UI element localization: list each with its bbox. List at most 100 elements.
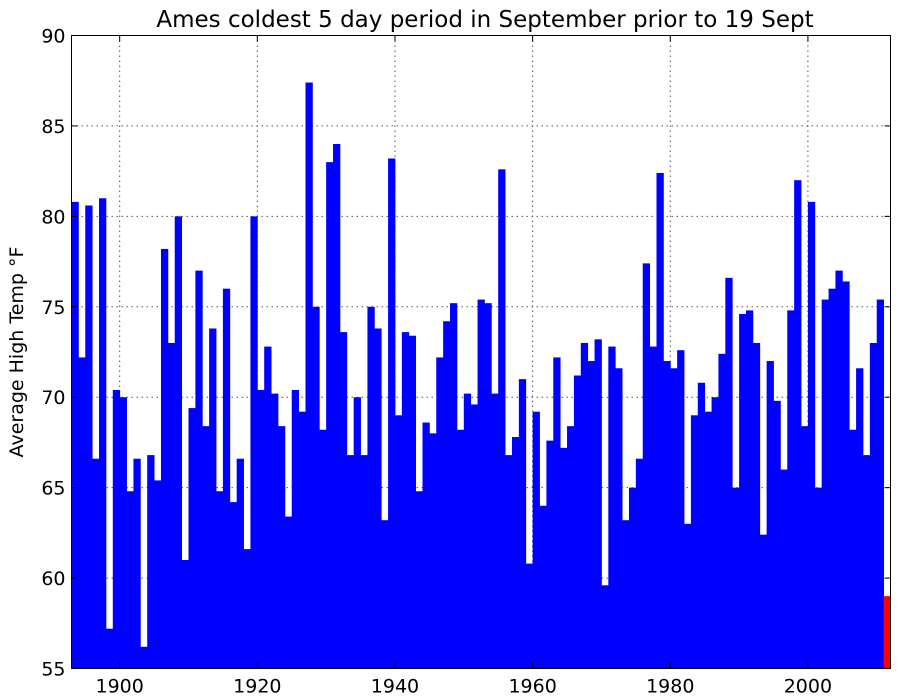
bars — [71, 82, 891, 669]
bar-2000 — [807, 201, 816, 669]
bar-1991 — [745, 310, 754, 669]
bar-1919 — [250, 216, 258, 669]
bar-1949 — [456, 429, 465, 669]
x-tick-label: 2000 — [784, 676, 832, 698]
bar-1930 — [326, 162, 334, 669]
x-tick-label: 1980 — [646, 676, 694, 698]
axis-ticks — [71, 35, 891, 669]
y-tick-label: 55 — [41, 659, 65, 681]
bar-1909 — [181, 559, 189, 669]
bar-1974 — [628, 487, 637, 669]
bar-1970 — [601, 585, 609, 669]
bar-1976 — [642, 263, 651, 669]
x-tick-label: 1940 — [371, 676, 419, 698]
bar-1962 — [546, 440, 554, 669]
bar-1960 — [532, 411, 540, 669]
bar-1998 — [794, 180, 802, 669]
bar-1968 — [587, 361, 595, 669]
bar-1916 — [229, 502, 238, 669]
bar-1955 — [498, 169, 506, 669]
y-tick-label: 75 — [41, 297, 65, 319]
bar-1920 — [257, 389, 265, 669]
bar-1912 — [202, 426, 210, 669]
bar-1993 — [759, 534, 768, 669]
bar-2007 — [856, 368, 864, 669]
y-tick-label: 90 — [41, 26, 65, 48]
bar-1923 — [277, 426, 286, 669]
bar-1921 — [264, 346, 272, 669]
bar-1926 — [298, 411, 306, 669]
bar-1965 — [567, 426, 575, 669]
bar-1907 — [167, 342, 176, 669]
bar-1942 — [408, 335, 417, 669]
y-tick-label: 80 — [41, 206, 65, 228]
bar-1933 — [346, 455, 355, 669]
bar-1925 — [291, 389, 300, 669]
bar-1903 — [140, 646, 148, 669]
bar-1922 — [271, 393, 279, 669]
bar-1915 — [222, 288, 231, 669]
bar-1936 — [367, 306, 375, 669]
bar-2001 — [814, 487, 823, 669]
y-tick-label: 85 — [41, 116, 65, 138]
bar-1927 — [305, 82, 313, 669]
bar-1931 — [333, 144, 341, 669]
bar-1981 — [677, 350, 685, 669]
bar-1898 — [105, 628, 114, 669]
bar-1939 — [388, 158, 396, 669]
bar-1967 — [580, 342, 589, 669]
bar-1990 — [739, 314, 747, 669]
bar-1971 — [608, 346, 616, 669]
bar-2004 — [835, 270, 843, 669]
bar-1947 — [443, 321, 451, 669]
y-tick-label: 65 — [41, 478, 65, 500]
bar-1995 — [773, 400, 781, 669]
bar-2011 — [883, 596, 891, 669]
bar-1951 — [470, 404, 478, 669]
bar-1945 — [429, 433, 437, 669]
x-tick-label: 1960 — [508, 676, 556, 698]
tick-labels: 55 60 65 70 75 80 85 90 1900 1920 1940 1960 1980 2000 — [41, 26, 832, 698]
bar-1961 — [539, 505, 547, 669]
bar-1986 — [711, 397, 719, 669]
x-tick-label: 1920 — [233, 676, 281, 698]
bar-1956 — [505, 455, 513, 669]
bar-1952 — [477, 299, 485, 669]
bar-1969 — [594, 339, 602, 669]
bar-1937 — [374, 328, 382, 669]
bar-1973 — [622, 520, 630, 669]
bar-1905 — [154, 480, 162, 669]
bar-1985 — [704, 411, 712, 669]
bar-1954 — [491, 393, 499, 669]
bar-1935 — [360, 455, 368, 669]
bar-1929 — [319, 429, 327, 669]
bar-1894 — [78, 357, 86, 669]
bar-1896 — [92, 458, 100, 669]
bar-1932 — [339, 332, 348, 669]
bar-1906 — [160, 248, 169, 669]
bar-1988 — [725, 277, 733, 669]
bar-1895 — [85, 205, 93, 669]
bar-1910 — [188, 408, 196, 669]
bar-1980 — [670, 368, 678, 669]
bar-1943 — [415, 491, 423, 669]
bar-1917 — [236, 458, 244, 669]
bar-1987 — [718, 353, 726, 669]
bar-1964 — [560, 447, 568, 669]
bar-1994 — [766, 361, 774, 669]
bar-1899 — [112, 389, 121, 669]
bar-1893 — [71, 201, 79, 669]
x-tick-label: 1900 — [95, 676, 143, 698]
bar-1992 — [752, 342, 761, 669]
bar-1977 — [649, 346, 657, 669]
bar-1941 — [401, 332, 410, 669]
bar-1957 — [511, 437, 520, 669]
bar-1904 — [147, 455, 155, 669]
bar-1901 — [126, 491, 134, 669]
bar-1897 — [99, 198, 107, 669]
bar-1938 — [381, 520, 389, 669]
bar-1934 — [353, 397, 361, 669]
bar-2003 — [828, 288, 836, 669]
bar-1950 — [463, 393, 472, 669]
